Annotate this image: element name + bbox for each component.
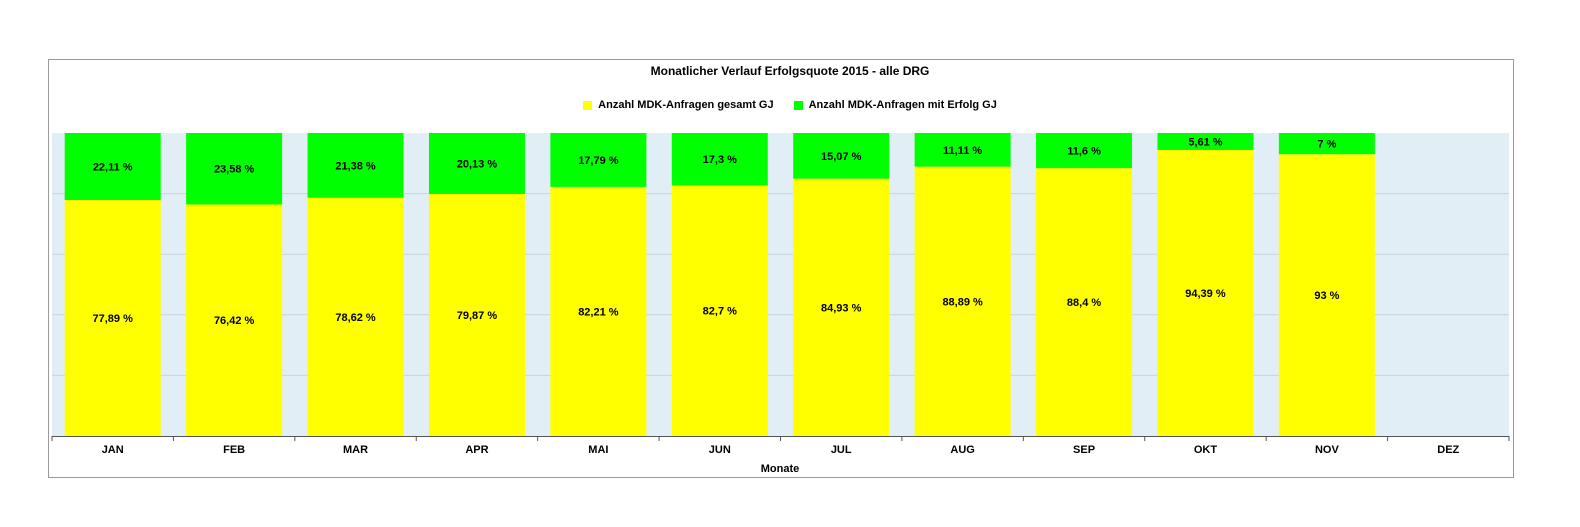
x-tick-label-jan: JAN (102, 444, 124, 456)
data-label-erfolg-jun: 17,3 % (703, 154, 737, 166)
bar-gesamt-jul (793, 178, 890, 436)
data-label-erfolg-sep: 11,6 % (1067, 146, 1101, 158)
x-tick-label-okt: OKT (1194, 444, 1218, 456)
data-label-erfolg-okt: 5,61 % (1188, 136, 1222, 148)
bar-gesamt-nov (1278, 154, 1375, 436)
data-label-erfolg-jul: 15,07 % (821, 151, 862, 163)
bar-erfolg-aug (914, 133, 1011, 167)
x-tick-label-jun: JUN (709, 444, 731, 456)
data-label-erfolg-feb: 23,58 % (214, 164, 255, 176)
bar-gesamt-apr (428, 193, 525, 436)
bar-gesamt-mai (550, 186, 647, 436)
data-label-erfolg-aug: 11,11 % (943, 145, 982, 157)
plot-background (52, 133, 1509, 436)
data-label-gesamt-nov: 93 % (1314, 290, 1339, 302)
data-label-erfolg-jan: 22,11 % (93, 161, 133, 173)
bar-erfolg-nov (1278, 133, 1375, 155)
data-label-gesamt-jan: 77,89 % (93, 313, 134, 325)
bar-gesamt-aug (914, 166, 1011, 436)
x-tick-label-mai: MAI (588, 444, 608, 456)
x-tick-label-aug: AUG (950, 444, 974, 456)
bar-gesamt-okt (1157, 149, 1254, 437)
data-label-erfolg-apr: 20,13 % (457, 158, 498, 170)
data-label-gesamt-feb: 76,42 % (214, 315, 255, 327)
data-label-gesamt-jul: 84,93 % (821, 302, 862, 314)
chart-legend: Anzahl MDK-Anfragen gesamt GJ Anzahl MDK… (0, 99, 1580, 111)
chart-title: Monatlicher Verlauf Erfolgsquote 2015 - … (650, 64, 930, 78)
bar-erfolg-feb (186, 133, 283, 205)
bar-gesamt-jan (64, 199, 161, 436)
data-label-erfolg-mai: 17,79 % (578, 155, 619, 167)
bar-erfolg-mar (307, 133, 404, 198)
data-label-gesamt-aug: 88,89 % (942, 296, 983, 308)
bar-erfolg-mai (550, 133, 647, 187)
data-label-gesamt-apr: 79,87 % (457, 310, 498, 322)
legend-label-erfolg: Anzahl MDK-Anfragen mit Erfolg GJ (808, 99, 997, 111)
data-label-gesamt-mar: 78,62 % (335, 312, 376, 324)
bar-erfolg-apr (428, 133, 525, 194)
data-label-gesamt-okt: 94,39 % (1185, 288, 1226, 300)
bar-erfolg-jul (793, 133, 890, 179)
bar-erfolg-okt (1157, 133, 1254, 150)
x-axis-title: Monate (761, 463, 800, 475)
legend-item-gesamt: Anzahl MDK-Anfragen gesamt GJ (583, 99, 774, 111)
bar-erfolg-jan (64, 133, 161, 200)
x-tick-label-mar: MAR (343, 444, 368, 456)
legend-swatch-gesamt (583, 100, 593, 110)
bar-gesamt-feb (186, 204, 283, 436)
bar-gesamt-mar (307, 197, 404, 436)
bar-erfolg-sep (1036, 133, 1133, 169)
data-label-gesamt-mai: 82,21 % (578, 306, 619, 318)
data-label-gesamt-jun: 82,7 % (703, 306, 737, 318)
data-label-erfolg-nov: 7 % (1317, 139, 1336, 151)
x-tick-label-nov: NOV (1315, 444, 1340, 456)
data-label-gesamt-sep: 88,4 % (1067, 297, 1101, 309)
data-label-erfolg-mar: 21,38 % (335, 160, 376, 172)
x-tick-label-sep: SEP (1073, 444, 1095, 456)
x-tick-label-feb: FEB (223, 444, 245, 456)
x-tick-label-jul: JUL (831, 444, 852, 456)
bar-gesamt-jun (671, 185, 768, 436)
bar-erfolg-jun (671, 133, 768, 186)
legend-swatch-erfolg (793, 100, 803, 110)
legend-item-erfolg: Anzahl MDK-Anfragen mit Erfolg GJ (793, 99, 997, 111)
bar-gesamt-sep (1036, 168, 1133, 436)
x-tick-label-dez: DEZ (1437, 444, 1459, 456)
legend-label-gesamt: Anzahl MDK-Anfragen gesamt GJ (598, 99, 774, 111)
x-tick-label-apr: APR (465, 444, 488, 456)
